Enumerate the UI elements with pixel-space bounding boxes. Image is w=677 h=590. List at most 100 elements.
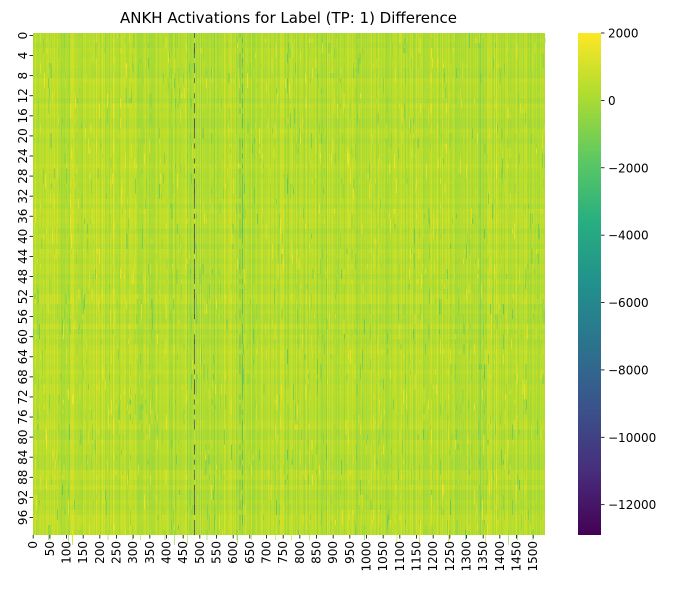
- heatmap-cell: [284, 243, 285, 259]
- heatmap-cell: [485, 38, 487, 49]
- heatmap-cell: [403, 304, 405, 315]
- heatmap-cell-negative: [239, 163, 241, 169]
- heatmap-cell: [487, 173, 488, 189]
- heatmap-cell: [409, 284, 410, 290]
- heatmap-cell: [381, 263, 382, 269]
- heatmap-cell: [449, 449, 450, 455]
- heatmap-cell: [43, 168, 44, 184]
- heatmap-cell: [463, 258, 464, 264]
- heatmap-cell: [316, 444, 317, 455]
- heatmap-cell: [281, 384, 282, 400]
- heatmap-cell: [159, 183, 160, 199]
- heatmap-cell: [299, 138, 300, 149]
- heatmap-cell: [350, 469, 351, 475]
- heatmap-cell: [443, 63, 444, 69]
- heatmap-cell: [426, 404, 428, 420]
- heatmap-cell: [490, 414, 491, 425]
- heatmap-cell: [542, 299, 544, 305]
- heatmap-cell: [85, 73, 87, 84]
- heatmap-cell: [318, 384, 319, 395]
- heatmap-row: [33, 63, 545, 69]
- heatmap-cell: [296, 248, 298, 264]
- heatmap-cell: [337, 429, 339, 435]
- heatmap-cell: [203, 344, 205, 360]
- heatmap-cell: [521, 334, 522, 340]
- heatmap-cell: [404, 38, 405, 49]
- heatmap-cell: [441, 504, 442, 515]
- heatmap-cell: [440, 233, 442, 239]
- heatmap-cell: [196, 213, 197, 219]
- heatmap-cell: [379, 78, 380, 89]
- heatmap-cell: [454, 339, 455, 345]
- heatmap-cell-negative: [242, 68, 243, 74]
- heatmap-cell: [514, 228, 515, 239]
- heatmap-cell: [143, 128, 145, 144]
- heatmap-cell: [254, 138, 255, 144]
- heatmap-cell: [468, 524, 470, 530]
- heatmap-cell: [58, 118, 59, 124]
- heatmap-cell: [93, 63, 95, 79]
- heatmap-cell-negative: [194, 334, 195, 340]
- heatmap-cell: [496, 459, 497, 465]
- heatmap-cell: [366, 163, 368, 174]
- heatmap-cell-negative: [194, 203, 195, 209]
- heatmap-cell: [58, 43, 60, 54]
- heatmap-cell: [278, 243, 279, 254]
- heatmap-cell: [115, 203, 116, 219]
- heatmap-cell: [105, 489, 106, 500]
- heatmap-cell: [140, 474, 141, 485]
- heatmap-cell-negative: [239, 464, 241, 470]
- heatmap-cell: [211, 188, 212, 194]
- heatmap-cell: [130, 454, 131, 460]
- heatmap-cell: [213, 374, 214, 380]
- heatmap-cell: [250, 63, 251, 79]
- heatmap-cell: [51, 384, 53, 390]
- heatmap-cell: [196, 294, 197, 310]
- heatmap-row: [33, 429, 545, 435]
- heatmap-cell: [220, 394, 221, 410]
- heatmap-cell: [133, 304, 134, 310]
- heatmap-cell: [174, 78, 175, 89]
- heatmap-cell-negative: [239, 329, 241, 335]
- heatmap-cell: [350, 138, 352, 154]
- heatmap-row: [33, 268, 545, 275]
- heatmap-cell: [340, 394, 342, 410]
- heatmap-cell-negative: [242, 519, 243, 526]
- heatmap-cell: [458, 168, 459, 174]
- heatmap-cell: [272, 319, 273, 330]
- heatmap-cell: [146, 178, 147, 194]
- heatmap-cell: [80, 429, 81, 445]
- heatmap-cell: [431, 494, 432, 510]
- heatmap-cell: [127, 474, 128, 485]
- heatmap-cell: [389, 148, 390, 154]
- heatmap-cell: [88, 138, 89, 154]
- heatmap-cell: [344, 58, 345, 64]
- heatmap-cell: [539, 424, 540, 435]
- heatmap-cell: [244, 524, 246, 535]
- heatmap-cell: [100, 143, 102, 149]
- heatmap-cell: [445, 88, 446, 99]
- heatmap-cell: [375, 73, 376, 79]
- heatmap-cell: [403, 354, 404, 360]
- heatmap-cell-negative: [239, 474, 241, 480]
- heatmap-cell: [530, 524, 531, 535]
- heatmap-cell: [420, 304, 421, 320]
- heatmap-cell: [108, 103, 109, 114]
- heatmap-cell: [460, 138, 462, 154]
- heatmap-cell: [209, 284, 210, 300]
- heatmap-cell: [375, 183, 376, 199]
- heatmap-cell: [75, 384, 77, 390]
- heatmap-cell: [236, 208, 238, 214]
- heatmap-cell: [207, 369, 208, 380]
- heatmap-cell: [429, 218, 430, 229]
- heatmap-cell: [372, 198, 373, 214]
- heatmap-cell: [92, 424, 93, 440]
- heatmap-cell: [500, 93, 502, 104]
- heatmap-cell: [283, 258, 284, 269]
- heatmap-cell: [375, 178, 376, 184]
- heatmap-cell: [34, 218, 36, 234]
- heatmap-cell: [323, 188, 324, 194]
- heatmap-cell-negative: [194, 409, 195, 415]
- heatmap-cell: [37, 38, 38, 44]
- heatmap-cell: [189, 63, 190, 74]
